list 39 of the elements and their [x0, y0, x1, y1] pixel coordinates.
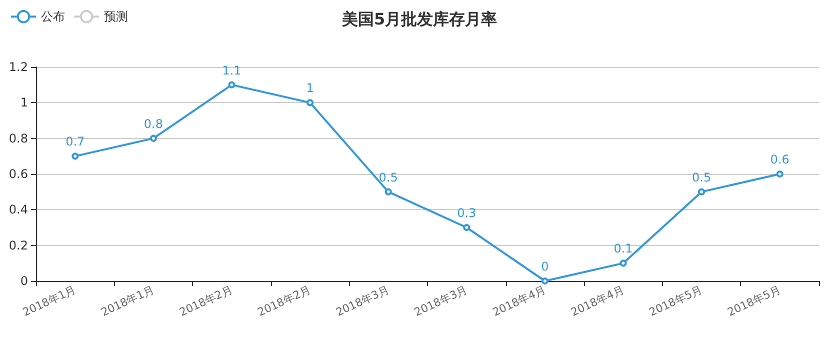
data-label: 0.3: [457, 206, 476, 220]
y-tick-label: 1: [20, 96, 28, 110]
legend-label: 公布: [41, 10, 65, 24]
data-label: 1.1: [222, 63, 242, 78]
x-tick-label: 2018年2月: [177, 283, 234, 319]
y-tick-label: 0: [20, 274, 28, 288]
point: [228, 81, 236, 88]
y-tick-label: 1.2: [8, 60, 28, 74]
x-tick-label: 2018年2月: [256, 283, 313, 319]
data-label: 1: [306, 81, 314, 96]
legend-label: 预测: [104, 10, 128, 24]
point: [463, 224, 470, 231]
y-tick-label: 0.8: [8, 131, 28, 146]
data-label: 0: [541, 260, 549, 274]
point: [150, 134, 157, 142]
y-tick-label: 0.4: [8, 202, 28, 217]
point: [776, 170, 784, 178]
x-tick-label: 2018年5月: [725, 283, 783, 319]
x-tick-label: 2018年3月: [412, 283, 470, 319]
point: [384, 188, 392, 196]
x-tick-label: 2018年4月: [490, 283, 548, 319]
data-label: 0.7: [66, 134, 85, 149]
x-tick-label: 2018年3月: [334, 283, 392, 319]
point: [72, 152, 79, 160]
point: [698, 188, 706, 196]
x-tick-label: 2018年5月: [647, 283, 704, 319]
y-tick-label: 0.2: [8, 238, 28, 252]
x-tick-label: 2018年4月: [568, 283, 626, 319]
y-tick-label: 0.6: [8, 167, 28, 181]
data-label: 0.5: [692, 170, 712, 184]
x-tick-label: 2018年1月: [99, 283, 156, 319]
point: [620, 260, 627, 267]
data-label: 0.6: [770, 152, 790, 166]
point: [306, 99, 314, 106]
data-label: 0.1: [614, 242, 633, 256]
point: [541, 278, 548, 284]
chart-title: 美国5月批发库存月率: [340, 10, 498, 28]
data-label: 0.5: [378, 170, 398, 184]
data-label: 0.8: [144, 116, 163, 131]
